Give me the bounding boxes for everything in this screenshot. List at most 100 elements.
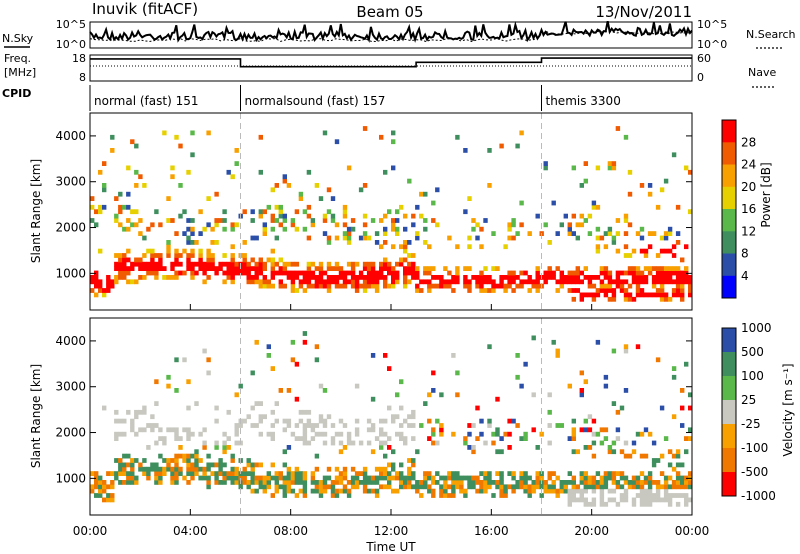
heatmap-cell [603, 275, 609, 280]
heatmap-cell [587, 279, 593, 285]
heatmap-cell [611, 401, 617, 406]
heatmap-cell [423, 480, 428, 485]
heatmap-cell [431, 488, 436, 494]
heatmap-cell [338, 471, 344, 476]
heatmap-cell [603, 244, 609, 250]
heatmap-cell [122, 253, 127, 258]
heatmap-cell [202, 445, 207, 450]
heatmap-cell [282, 480, 287, 485]
heatmap-cell [535, 475, 540, 481]
heatmap-cell [639, 248, 645, 254]
heatmap-cell [114, 409, 119, 415]
heatmap-cell [258, 283, 263, 289]
heatmap-cell [431, 493, 436, 498]
heatmap-cell [523, 436, 528, 441]
heatmap-cell [214, 191, 219, 197]
heatmap-cell [571, 484, 576, 490]
heatmap-cell [374, 283, 380, 289]
heatmap-cell [322, 279, 328, 285]
heatmap-cell [166, 383, 171, 389]
heatmap-cell [130, 475, 135, 481]
heatmap-cell [423, 279, 428, 285]
heatmap-cell [266, 204, 271, 210]
heatmap-cell [680, 423, 685, 428]
heatmap-cell [387, 480, 392, 485]
heatmap-cell [391, 266, 396, 271]
heatmap-cell [631, 440, 637, 446]
heatmap-cell [667, 226, 673, 232]
colorbar-swatch [722, 472, 736, 497]
x-tick-label: 08:00 [273, 524, 308, 538]
heatmap-cell [543, 165, 548, 171]
heatmap-cell [154, 480, 159, 485]
heatmap-cell [250, 235, 255, 241]
heatmap-cell [647, 484, 653, 490]
heatmap-cell [591, 501, 597, 507]
heatmap-cell [270, 431, 275, 437]
heatmap-cell [431, 427, 436, 433]
heatmap-cell [354, 283, 360, 289]
heatmap-cell [391, 226, 396, 232]
heatmap-cell [278, 266, 283, 271]
heatmap-cell [423, 401, 428, 406]
heatmap-cell [459, 475, 464, 481]
heatmap-cell [230, 253, 235, 258]
heatmap-cell [503, 488, 508, 494]
heatmap-cell [358, 275, 364, 280]
heatmap-cell [639, 431, 645, 437]
heatmap-cell [647, 191, 653, 197]
heatmap-cell [651, 497, 657, 503]
heatmap-cell [684, 493, 689, 498]
heatmap-cell [583, 484, 588, 490]
heatmap-cell [535, 288, 540, 293]
heatmap-cell [274, 261, 279, 267]
heatmap-cell [643, 501, 649, 507]
heatmap-cell [230, 270, 235, 276]
heatmap-cell [531, 427, 536, 433]
heatmap-cell [286, 275, 292, 280]
heatmap-cell [286, 484, 292, 490]
heatmap-cell [539, 493, 544, 498]
heatmap-cell [403, 275, 408, 280]
heatmap-cell [246, 266, 251, 271]
heatmap-cell [651, 440, 657, 446]
heatmap-cell [607, 497, 613, 503]
heatmap-cell [110, 148, 115, 153]
heatmap-cell [591, 488, 597, 494]
heatmap-cell [595, 248, 601, 254]
heatmap-cell [322, 388, 328, 393]
heatmap-cell [162, 440, 167, 446]
heatmap-cell [374, 488, 380, 494]
heatmap-cell [218, 458, 223, 463]
heatmap-cell [302, 331, 308, 336]
heatmap-cell [623, 344, 629, 350]
heatmap-cell [511, 275, 516, 280]
heatmap-cell [146, 226, 151, 232]
heatmap-cell [126, 248, 131, 254]
heatmap-cell [314, 466, 320, 472]
heatmap-cell [467, 266, 472, 271]
heatmap-cell [527, 279, 532, 285]
heatmap-cell [599, 279, 605, 285]
heatmap-cell [680, 388, 685, 393]
heatmap-cell [559, 275, 564, 280]
heatmap-cell [122, 226, 127, 232]
heatmap-cell [210, 471, 215, 476]
heatmap-cell [379, 218, 384, 223]
heatmap-cell [563, 275, 568, 280]
heatmap-cell [222, 279, 227, 285]
heatmap-cell [98, 288, 103, 293]
heatmap-cell [254, 480, 259, 485]
heatmap-cell [631, 449, 637, 455]
heatmap-cell [579, 296, 584, 302]
heatmap-cell [222, 449, 227, 455]
heatmap-cell [130, 209, 135, 215]
heatmap-cell [599, 270, 605, 276]
heatmap-cell [354, 275, 360, 280]
heatmap-cell [346, 270, 352, 276]
heatmap-cell [94, 480, 99, 485]
heatmap-cell [659, 283, 665, 289]
heatmap-cell [483, 475, 488, 481]
heatmap-cell [527, 488, 532, 494]
heatmap-cell [186, 226, 191, 232]
